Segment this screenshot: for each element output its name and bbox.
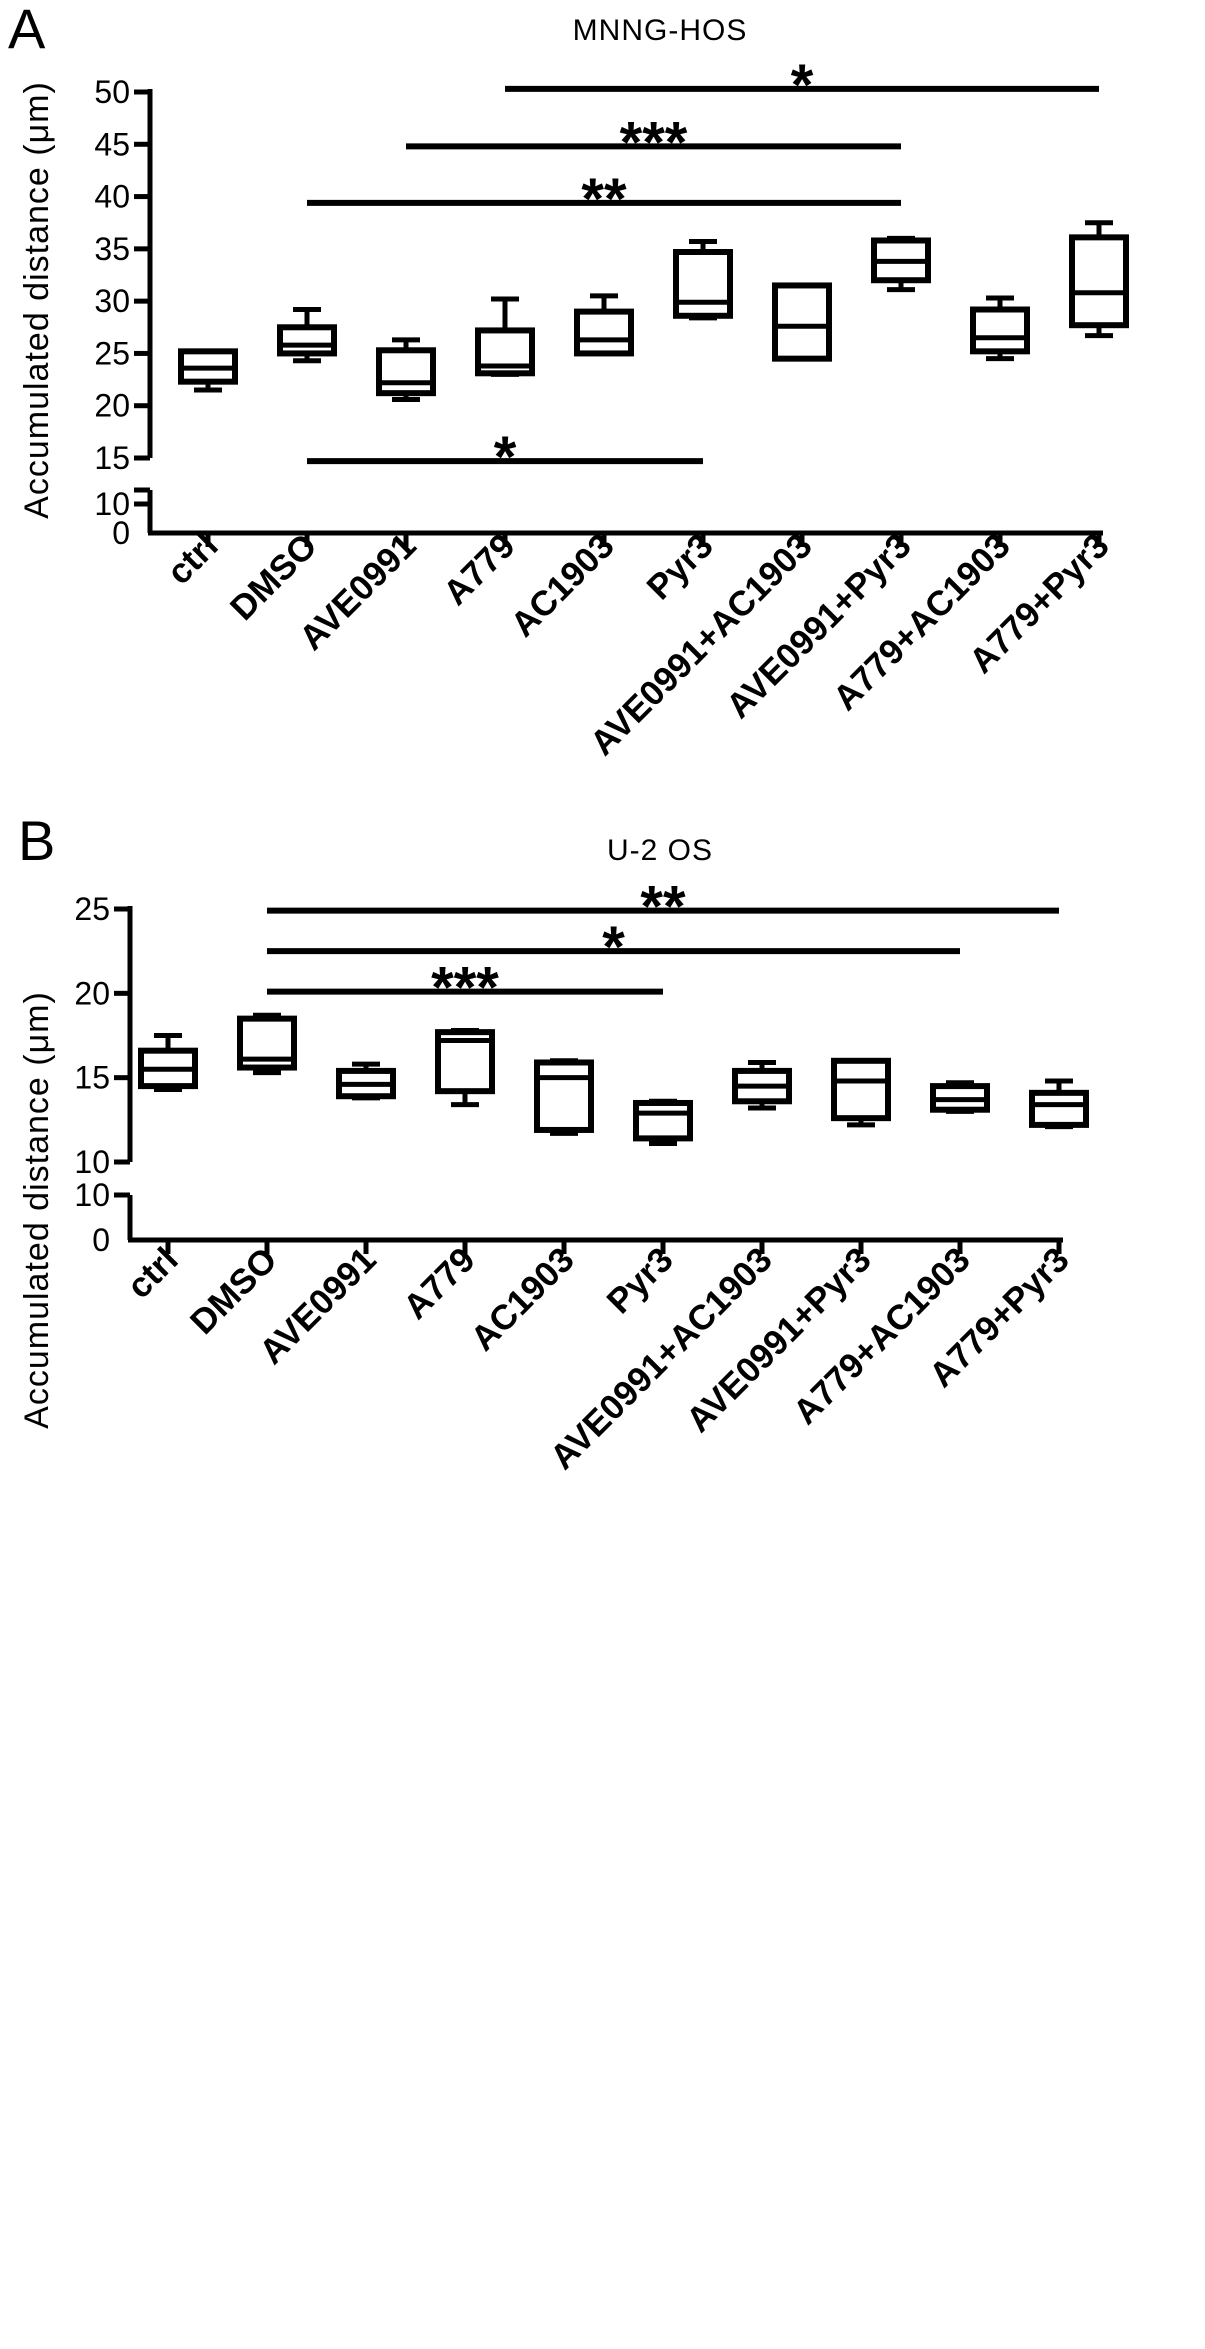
y-tick-label: 0: [92, 1222, 110, 1258]
box-iqr: [772, 282, 832, 362]
y-tick-label: 25: [94, 335, 130, 371]
significance-label: *: [494, 425, 517, 490]
category-label: Pyr3: [599, 1240, 680, 1321]
box-ave0991-pyr3: [871, 235, 931, 293]
significance-label: **: [581, 167, 627, 232]
category-label: A779: [396, 1240, 483, 1327]
y-axis-label: Accumulated distance (μm): [18, 991, 56, 1429]
box-pyr3: [633, 1098, 693, 1146]
box-a779-pyr3: [1069, 220, 1129, 339]
category-label: ctrl: [120, 1240, 186, 1306]
significance-label: ***: [620, 110, 688, 175]
y-tick-label: 30: [94, 283, 130, 319]
y-tick-label: 10: [74, 1144, 110, 1180]
significance-label: *: [602, 915, 625, 980]
y-tick-label: 0: [112, 515, 130, 551]
box-ctrl: [138, 1033, 198, 1092]
y-tick-label: 15: [74, 1060, 110, 1096]
y-tick-label: 10: [74, 1177, 110, 1213]
y-tick-label: 50: [94, 74, 130, 110]
significance-label: ***: [431, 956, 499, 1021]
category-label: A779+AC1903: [786, 1240, 978, 1432]
box-ctrl: [178, 348, 238, 393]
box-iqr: [376, 347, 436, 397]
category-label: ctrl: [160, 526, 226, 592]
box-iqr: [1069, 234, 1129, 329]
box-a779-ac1903: [930, 1080, 990, 1114]
category-label: Pyr3: [639, 526, 720, 607]
y-tick-label: 10: [94, 486, 130, 522]
category-label: A779: [436, 526, 523, 613]
box-dmso: [237, 1012, 297, 1076]
panel-letter: B: [18, 809, 55, 872]
box-iqr: [831, 1057, 891, 1122]
box-iqr: [574, 308, 634, 357]
box-iqr: [534, 1059, 594, 1133]
chart-title: U-2 OS: [607, 834, 713, 867]
category-label: A779+AC1903: [826, 526, 1018, 718]
box-iqr: [277, 324, 337, 357]
panel-b: B U-2 OS Accumulated distance (μm) 10 15 20 25…: [18, 809, 1089, 1477]
box-ac1903: [574, 293, 634, 357]
box-ave0991-ac1903: [772, 282, 832, 362]
y-tick-label: 25: [74, 891, 110, 927]
y-tick-label: 45: [94, 126, 130, 162]
chart-title: MNNG-HOS: [573, 14, 748, 47]
y-tick-label: 15: [94, 440, 130, 476]
box-iqr: [970, 306, 1030, 355]
box-iqr: [633, 1099, 693, 1142]
box-ave0991-pyr3: [831, 1057, 891, 1128]
y-tick-label: 20: [94, 388, 130, 424]
y-tick-label: 20: [74, 975, 110, 1011]
box-ave0991: [336, 1061, 396, 1101]
category-label: AVE0991+Pyr3: [679, 1240, 879, 1440]
box-a779-ac1903: [970, 295, 1030, 362]
y-axis-label: Accumulated distance (μm): [18, 81, 56, 519]
panel-letter: A: [8, 0, 46, 60]
y-tick-label: 40: [94, 179, 130, 215]
box-ave0991-ac1903: [732, 1059, 792, 1111]
box-ave0991: [376, 337, 436, 402]
box-a779: [475, 296, 535, 377]
box-iqr: [1029, 1089, 1089, 1128]
category-label: AVE0991+Pyr3: [719, 526, 919, 726]
significance-label: **: [640, 875, 686, 940]
box-iqr: [673, 248, 733, 319]
box-pyr3: [673, 239, 733, 321]
box-dmso: [277, 307, 337, 364]
category-label: AC1903: [463, 1240, 581, 1358]
category-label: AC1903: [503, 526, 621, 644]
box-a779-pyr3: [1029, 1078, 1089, 1130]
y-tick-label: 35: [94, 231, 130, 267]
box-a779: [435, 1027, 495, 1108]
box-ac1903: [534, 1058, 594, 1136]
significance-label: *: [791, 53, 814, 118]
panel-a: A MNNG-HOS Accumulated distance (μm) 15 20 25…: [8, 0, 1129, 763]
